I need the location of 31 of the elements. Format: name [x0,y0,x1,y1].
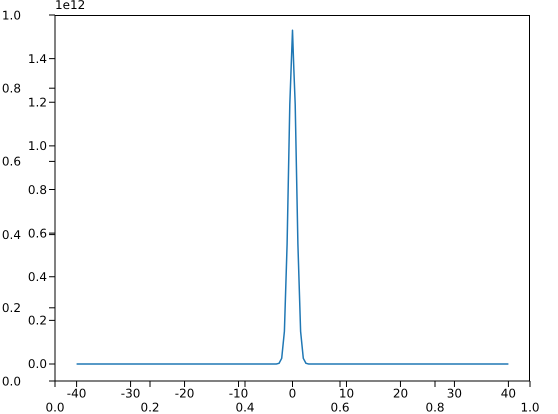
x-tick-label: 0.8 [425,400,445,414]
x-tick-label: 40 [500,386,516,401]
x-tick-label: 10 [338,386,354,401]
y-tick-label: 0.2 [2,301,21,316]
text: 1e12 [55,0,86,12]
y-tick-label: 0.4 [2,228,21,242]
x-tick-label: 0.4 [235,400,255,414]
y-tick-label: 1.4 [28,52,47,66]
y-tick-label: 0.6 [2,154,21,169]
y-tick-label: 0.0 [2,374,21,388]
x-tick-label: 0.6 [330,400,350,414]
x-tick-label: 0.2 [140,400,160,414]
y-tick-label: 1.0 [28,139,47,154]
x-tick-label: 0.0 [45,400,65,414]
x-tick-label: 20 [392,386,408,401]
y-tick-label: 1.0 [2,8,21,22]
y-tick-label: 0.2 [28,314,47,328]
y-tick-label: 1.2 [28,96,47,110]
y-tick-label: 0.8 [28,182,47,197]
y-tick-label: 0.8 [2,81,21,96]
x-tick-label: -10 [228,386,248,401]
y-tick-label: 0.0 [28,357,47,372]
x-tick-label: -30 [120,386,140,401]
x-tick-label: 1.0 [520,400,540,414]
x-tick-label: 0 [288,386,296,401]
x-tick-label: -20 [174,386,194,401]
y-tick-label: 0.6 [28,226,47,240]
x-tick-label: 30 [446,386,462,401]
y-tick-label: 0.4 [28,270,47,284]
x-tick-label: -40 [66,386,86,401]
line-series [76,30,510,365]
